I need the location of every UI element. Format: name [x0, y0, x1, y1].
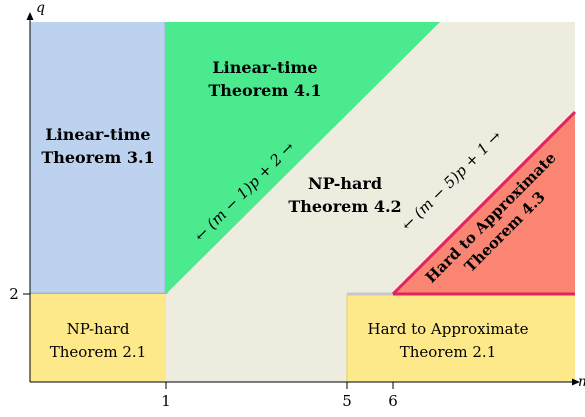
x-tick-1-label: 1 — [161, 392, 171, 410]
x-axis-label: m — [578, 374, 585, 390]
x-tick-6-label: 6 — [388, 392, 398, 410]
region-3-1-theorem: Theorem 3.1 — [41, 148, 154, 167]
region-linear-time-3-1 — [30, 22, 166, 294]
region-np-hard-2-1-title: NP-hard — [67, 320, 130, 338]
y-tick-2-label: 2 — [9, 285, 19, 303]
region-np-hard-2-1 — [30, 294, 166, 382]
region-4-1-title: Linear-time — [212, 58, 317, 77]
region-hta-2-1-title: Hard to Approximate — [368, 320, 529, 338]
region-hard-to-approx-2-1 — [347, 294, 575, 382]
region-3-1-title: Linear-time — [45, 125, 150, 144]
x-axis-arrow-icon — [572, 378, 580, 386]
y-axis-label: q — [36, 0, 45, 16]
region-4-1-theorem: Theorem 4.1 — [208, 81, 321, 100]
region-linear-time-4-1 — [166, 22, 440, 294]
region-4-3-diagonal-border — [391, 110, 577, 296]
region-4-2-title: NP-hard — [308, 174, 382, 193]
x-tick-5-label: 5 — [342, 392, 352, 410]
region-hta-2-1-theorem: Theorem 2.1 — [400, 343, 496, 361]
region-np-hard-2-1-theorem: Theorem 2.1 — [50, 343, 146, 361]
region-4-2-theorem: Theorem 4.2 — [288, 197, 401, 216]
y-axis-arrow-icon — [26, 12, 34, 20]
